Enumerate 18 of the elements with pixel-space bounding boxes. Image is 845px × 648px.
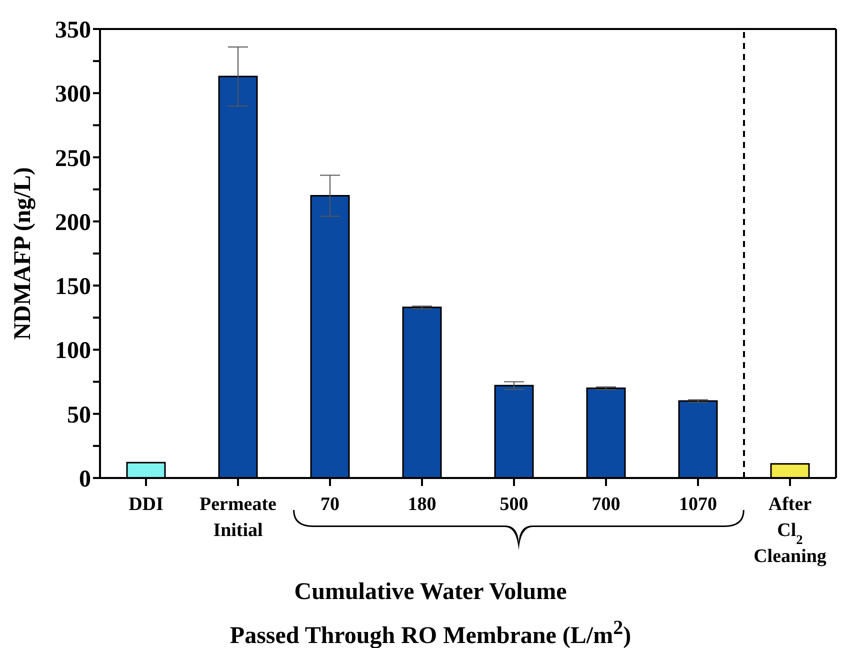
y-tick-label: 200 [55,210,91,236]
y-tick-label: 300 [55,82,91,108]
y-tick-label: 100 [55,338,91,364]
x-tick-label: 70 [320,494,340,515]
y-tick-label: 250 [55,146,91,172]
x-tick-label: 700 [592,494,620,515]
x-tick-label: DDI [128,494,164,515]
x-axis-title: Cumulative Water Volume Passed Through RO Membrane (L/m$^{2}$) [228,578,632,648]
x-tick-label: After Cl$_{2}$ Cleaning [754,494,827,567]
y-tick-label: 350 [55,18,91,44]
y-tick-label: 50 [67,402,91,428]
x-tick-label: 500 [500,494,528,515]
x-tick-label: 1070 [679,494,717,515]
x-tick-label: Permeate Initial [200,494,276,541]
y-axis-title: NDMAFP (ng/L) [10,167,36,340]
y-tick-label: 0 [79,466,91,493]
x-tick-label: 180 [408,494,436,515]
y-tick-label: 150 [55,274,91,300]
